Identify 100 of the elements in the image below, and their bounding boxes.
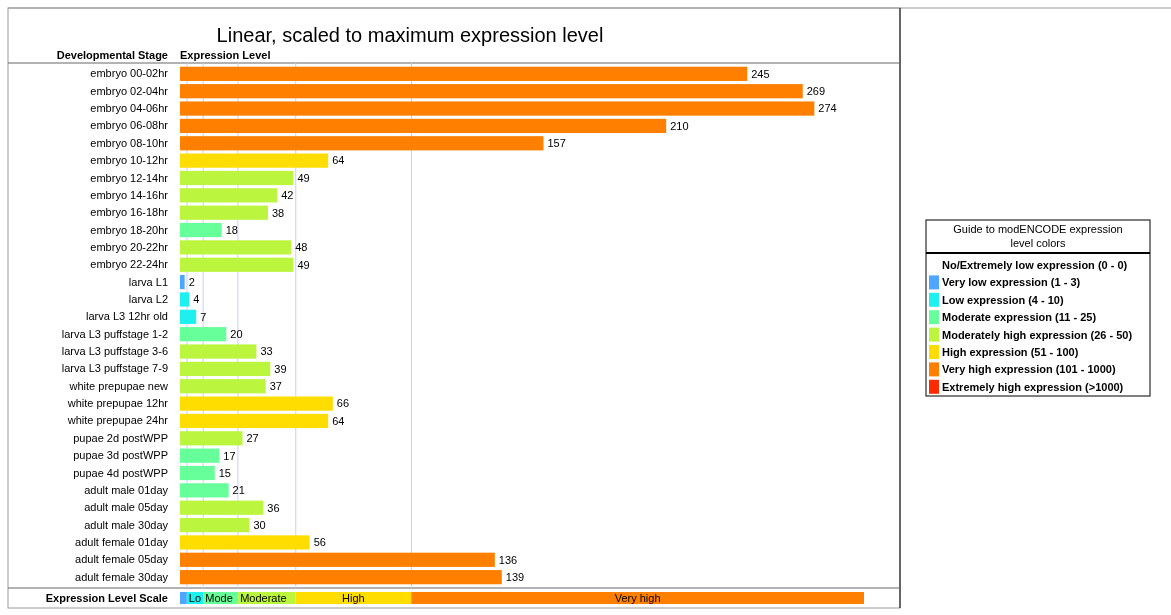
bar (180, 570, 502, 585)
y-tick-label: embryo 10-12hr (90, 154, 169, 167)
bar (180, 500, 264, 515)
bar (180, 379, 266, 394)
legend-label: Moderate expression (11 - 25) (942, 311, 1097, 324)
data-label: 42 (281, 189, 294, 202)
text: No/Extremely low expression (0 - 0) (942, 259, 1128, 271)
y-tick-label: adult female 01day (75, 535, 169, 548)
data-label: 36 (267, 501, 280, 514)
data-label: 7 (200, 310, 207, 323)
y-tick-label: adult female 05day (75, 553, 169, 566)
bar (180, 153, 329, 168)
data-label: 48 (295, 241, 308, 254)
bar (180, 552, 495, 567)
bar (180, 327, 227, 342)
series-label: Very high (614, 591, 661, 604)
legend-label: Moderately high expression (26 - 50) (942, 328, 1133, 341)
y-tick-label: embryo 14-16hr (90, 188, 169, 201)
y-tick-label: adult female 30day (75, 570, 169, 583)
bar (180, 431, 243, 446)
y-tick-label: embryo 18-20hr (90, 223, 169, 236)
y-tick-label: larva L3 12hr old (86, 310, 168, 323)
bar (180, 240, 292, 255)
bar (180, 66, 748, 81)
data-label: 136 (498, 553, 518, 566)
data-label: 38 (271, 206, 285, 219)
data-label: 4 (193, 293, 200, 306)
bar (180, 257, 294, 272)
y-tick-label: white prepupae new (68, 379, 169, 392)
bar (180, 396, 333, 411)
y-tick-label: adult male 01day (84, 483, 169, 496)
data-label: 27 (246, 432, 259, 445)
bar (180, 84, 803, 99)
bar (411, 591, 864, 605)
data-label: 64 (332, 414, 345, 427)
legend-title: Guide to modENCODE expression level colors (953, 223, 1123, 249)
data-label: 210 (670, 119, 689, 132)
bar (180, 101, 815, 116)
bar (180, 136, 544, 151)
data-label: 18 (225, 223, 238, 236)
y-tick-label: embryo 22-24hr (90, 258, 169, 271)
bar (180, 118, 667, 134)
y-tick-label: larva L1 (128, 275, 168, 288)
y-tick-label: pupae 3d postWPP (73, 449, 168, 462)
data-label: 66 (336, 397, 350, 410)
bar (180, 465, 215, 481)
y-tick-label: embryo 02-04hr (90, 84, 169, 97)
legend-label: High expression (51 - 100) (942, 346, 1079, 358)
y-tick-label: larva L2 (128, 292, 168, 305)
bar (180, 275, 185, 290)
bar (180, 344, 257, 359)
data-label: 39 (274, 362, 287, 375)
series-label: Mode (205, 591, 233, 604)
bar (180, 361, 271, 376)
legend-label: Extremely high expression (>1000) (942, 380, 1124, 393)
data-label: 64 (332, 154, 345, 167)
y-tick-label: adult male 05day (84, 501, 169, 514)
legend-label: Low expression (4 - 10) (942, 293, 1064, 306)
data-label: 17 (223, 449, 236, 462)
y-tick-label: adult male 30day (84, 518, 169, 531)
data-label: 37 (269, 380, 282, 393)
y-tick-label: embryo 08-10hr (90, 136, 169, 149)
data-label: 56 (313, 536, 326, 549)
bar (180, 591, 187, 605)
bar (180, 448, 220, 463)
series-label: Lo (188, 591, 202, 604)
data-label: 30 (253, 518, 266, 531)
data-label: 139 (505, 571, 525, 583)
bar (180, 483, 229, 498)
y-tick-label: white prepupae 24hr (66, 414, 169, 427)
bar (180, 205, 268, 220)
data-label: 245 (751, 67, 770, 80)
data-label: 15 (218, 466, 231, 479)
bar (180, 413, 329, 429)
y-tick-label: embryo 12-14hr (90, 171, 169, 184)
legend-label: Very high expression (101 - 1000) (942, 363, 1116, 376)
y-tick-label: larva L3 puffstage 3-6 (61, 345, 168, 358)
bar (180, 222, 222, 238)
bar (180, 292, 190, 307)
series-label: High (342, 591, 365, 604)
y-tick-label: embryo 00-02hr (90, 67, 169, 80)
data-label: 21 (232, 484, 245, 497)
data-label: 269 (806, 85, 826, 98)
y-axis-title: Developmental Stage (56, 49, 168, 61)
series-label: Moderate (240, 591, 287, 604)
bar (180, 309, 197, 324)
bar (180, 517, 250, 533)
y-tick-label: larva L3 puffstage 7-9 (61, 362, 168, 375)
x-axis-title: Expression Level (180, 49, 271, 61)
bar (295, 591, 412, 605)
data-label: 157 (547, 137, 566, 150)
bar (180, 188, 278, 203)
data-label: 49 (297, 171, 310, 184)
data-label: 20 (230, 328, 243, 341)
bar (180, 170, 294, 186)
data-label: 274 (818, 102, 837, 115)
data-label: 49 (297, 258, 310, 271)
y-tick-label: embryo 16-18hr (90, 206, 169, 219)
y-tick-label: white prepupae 12hr (66, 397, 169, 410)
data-label: 33 (260, 345, 273, 358)
